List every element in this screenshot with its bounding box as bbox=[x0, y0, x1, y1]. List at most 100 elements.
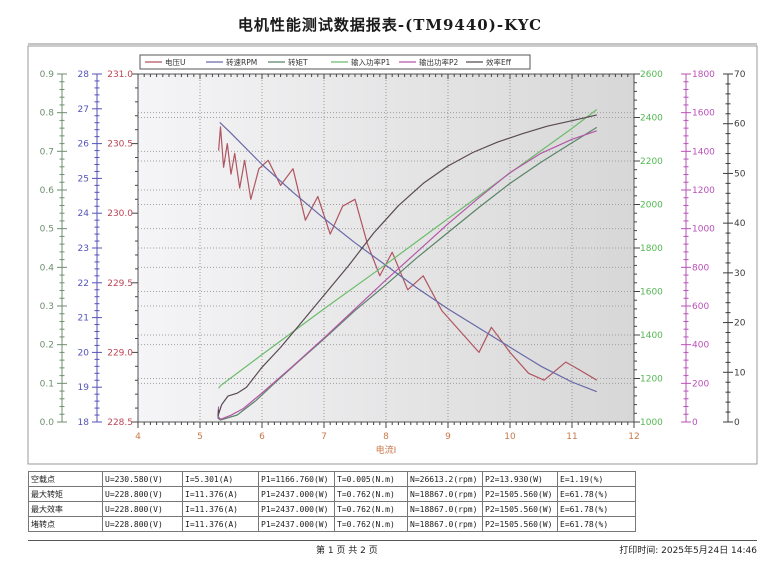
table-cell: E=61.78(%) bbox=[557, 501, 636, 517]
y-tick-label-N: 19 bbox=[78, 383, 90, 393]
x-tick-label: 5 bbox=[197, 432, 203, 442]
y-tick-label-Eff: 60 bbox=[734, 120, 746, 130]
table-cell: I=11.376(A) bbox=[182, 516, 259, 532]
y-tick-label-T: 0.2 bbox=[40, 341, 54, 351]
table-cell: P1=2437.000(W) bbox=[258, 501, 335, 517]
y-tick-label-N: 20 bbox=[78, 348, 90, 358]
table-cell: P2=1505.560(W) bbox=[482, 516, 558, 532]
table-cell: P1=1166.760(W) bbox=[258, 471, 335, 487]
table-row: 最大效率 U=228.800(V) I=11.376(A) P1=2437.000(W… bbox=[28, 501, 636, 517]
y-tick-label-P2: 1600 bbox=[692, 109, 715, 119]
result-table: 空载点 U=230.580(V) I=5.301(A) P1=1166.760(W) T… bbox=[28, 471, 636, 532]
table-cell: I=11.376(A) bbox=[182, 486, 259, 502]
y-tick-label-P1: 2400 bbox=[640, 114, 663, 124]
table-cell: U=230.580(V) bbox=[102, 471, 183, 487]
legend-label-N: 转速RPM bbox=[226, 57, 257, 67]
y-tick-label-T: 0.0 bbox=[40, 418, 55, 428]
y-tick-label-Eff: 20 bbox=[734, 319, 746, 329]
y-tick-label-P2: 200 bbox=[692, 379, 709, 389]
y-tick-label-T: 0.8 bbox=[40, 109, 55, 119]
table-cell: U=228.800(V) bbox=[102, 501, 183, 517]
y-tick-label-P2: 1800 bbox=[692, 70, 715, 80]
y-tick-label-N: 21 bbox=[78, 314, 89, 324]
table-cell: E=61.78(%) bbox=[557, 486, 636, 502]
footer-divider bbox=[28, 540, 757, 541]
y-tick-label-N: 18 bbox=[78, 418, 90, 428]
table-cell: I=5.301(A) bbox=[182, 471, 259, 487]
y-tick-label-P2: 0 bbox=[692, 418, 698, 428]
table-cell: T=0.762(N.m) bbox=[334, 486, 408, 502]
table-cell: P2=13.930(W) bbox=[482, 471, 558, 487]
x-tick-label: 10 bbox=[504, 432, 516, 442]
y-tick-label-Eff: 30 bbox=[734, 269, 746, 279]
y-tick-label-P1: 2600 bbox=[640, 70, 663, 80]
y-tick-label-P1: 1200 bbox=[640, 375, 663, 385]
page-title: 电机性能测试数据报表-(TM9440)-KYC bbox=[237, 16, 543, 34]
legend-label-P1: 输入功率P1 bbox=[351, 57, 391, 67]
page-number: 第 1 页 共 2 页 bbox=[316, 546, 378, 556]
y-tick-label-N: 23 bbox=[78, 244, 89, 254]
y-tick-label-P1: 1600 bbox=[640, 288, 663, 298]
table-cell: P1=2437.000(W) bbox=[258, 516, 335, 532]
row-label: 最大效率 bbox=[28, 501, 103, 517]
table-row: 最大转矩 U=228.800(V) I=11.376(A) P1=2437.000(W… bbox=[28, 486, 636, 502]
y-tick-label-Eff: 0 bbox=[734, 418, 740, 428]
y-tick-label-T: 0.4 bbox=[40, 263, 55, 273]
table-cell: E=61.78(%) bbox=[557, 516, 636, 532]
table-cell: P1=2437.000(W) bbox=[258, 486, 335, 502]
table-cell: N=18867.0(rpm) bbox=[407, 486, 483, 502]
table-cell: I=11.376(A) bbox=[182, 501, 259, 517]
table-cell: N=18867.0(rpm) bbox=[407, 516, 483, 532]
y-tick-label-P2: 1400 bbox=[692, 147, 715, 157]
y-tick-label-P1: 2000 bbox=[640, 201, 663, 211]
chart: 4 5 6 7 8 9 10 11 12 电流I 0.0 0.1 0.2 0.3 0.4 0.5 0.6 0.7 0… bbox=[27, 43, 758, 465]
table-cell: N=18867.0(rpm) bbox=[407, 501, 483, 517]
y-tick-label-Eff: 50 bbox=[734, 169, 746, 179]
y-tick-label-N: 22 bbox=[78, 279, 89, 289]
y-tick-label-N: 28 bbox=[78, 70, 90, 80]
table-row: 空载点 U=230.580(V) I=5.301(A) P1=1166.760(W) T… bbox=[28, 471, 636, 487]
series-P2 bbox=[217, 130, 597, 420]
series-Eff bbox=[217, 114, 597, 417]
table-cell: T=0.762(N.m) bbox=[334, 501, 408, 517]
y-tick-label-T: 0.3 bbox=[40, 302, 54, 312]
y-tick-label-Eff: 10 bbox=[734, 368, 746, 378]
y-tick-label-U: 228.5 bbox=[107, 418, 133, 428]
y-tick-label-P1: 1400 bbox=[640, 331, 663, 341]
y-tick-label-N: 26 bbox=[78, 140, 90, 150]
x-axis-title: 电流I bbox=[376, 444, 397, 456]
table-cell: N=26613.2(rpm) bbox=[407, 471, 483, 487]
x-tick-label: 7 bbox=[321, 432, 327, 442]
table-cell: T=0.005(N.m) bbox=[334, 471, 408, 487]
print-time: 打印时间: 2025年5月24日 14:46 bbox=[619, 546, 757, 556]
y-tick-label-N: 24 bbox=[78, 209, 90, 219]
legend-label-Eff: 效率Eff bbox=[486, 57, 512, 67]
y-tick-label-Eff: 40 bbox=[734, 219, 746, 229]
series-N bbox=[219, 121, 598, 393]
legend-label-P2: 输出功率P2 bbox=[419, 57, 459, 67]
table-row: 堵转点 U=228.800(V) I=11.376(A) P1=2437.000(W)… bbox=[28, 516, 636, 532]
y-tick-label-P2: 400 bbox=[692, 341, 709, 351]
y-tick-label-P2: 1200 bbox=[692, 186, 715, 196]
y-tick-label-T: 0.1 bbox=[40, 379, 54, 389]
y-tick-label-U: 231.0 bbox=[107, 70, 133, 80]
x-tick-label: 11 bbox=[566, 432, 577, 442]
table-cell: T=0.762(N.m) bbox=[334, 516, 408, 532]
series-P1 bbox=[218, 109, 598, 389]
y-tick-label-P1: 1000 bbox=[640, 418, 663, 428]
y-tick-label-P1: 2200 bbox=[640, 157, 663, 167]
legend-label-U: 电压U bbox=[165, 57, 186, 67]
table-cell: U=228.800(V) bbox=[102, 516, 183, 532]
x-tick-label: 8 bbox=[383, 432, 389, 442]
x-tick-label: 6 bbox=[259, 432, 265, 442]
y-tick-label-U: 230.0 bbox=[107, 209, 133, 219]
y-tick-label-T: 0.7 bbox=[40, 147, 54, 157]
table-cell: E=1.19(%) bbox=[557, 471, 636, 487]
x-tick-label: 4 bbox=[135, 432, 141, 442]
row-label: 堵转点 bbox=[28, 516, 103, 532]
y-tick-label-N: 27 bbox=[78, 105, 89, 115]
table-cell: P2=1505.560(W) bbox=[482, 501, 558, 517]
y-tick-label-T: 0.6 bbox=[40, 186, 55, 196]
row-label: 最大转矩 bbox=[28, 486, 103, 502]
